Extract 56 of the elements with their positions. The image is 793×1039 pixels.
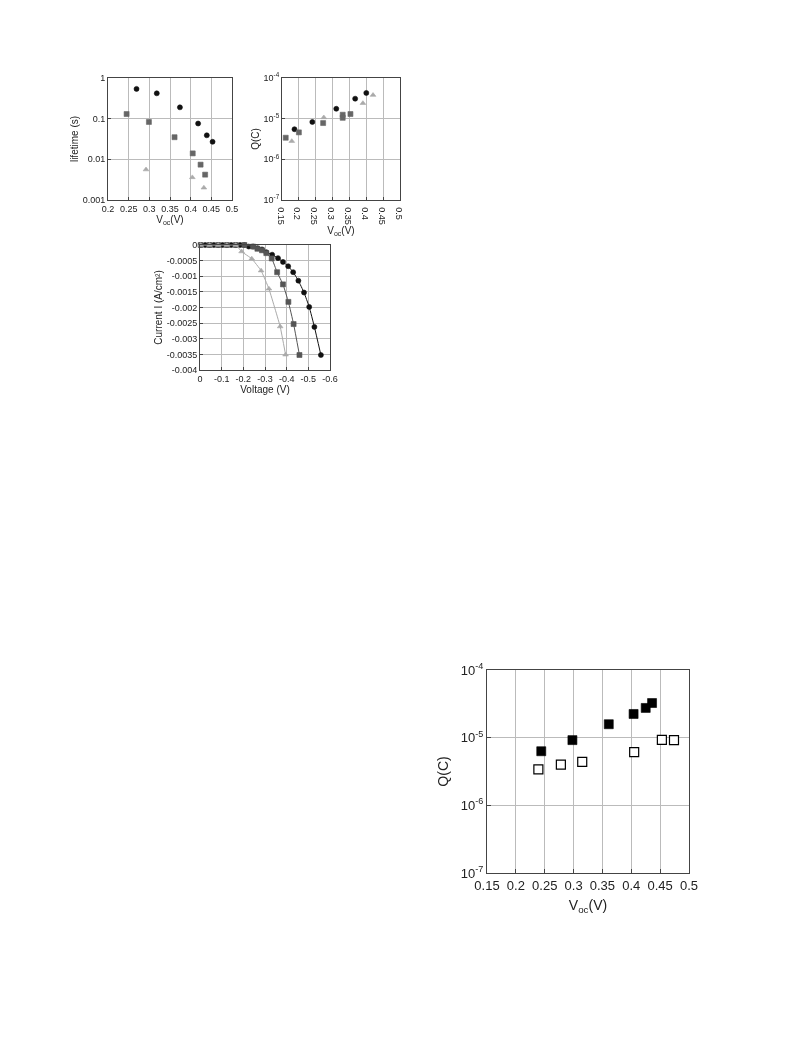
y-tick-label: 0.1 [92,113,106,124]
y-tick-label: 10$^{-6}$ [263,152,280,165]
x-tick-label: 0.3 [326,207,337,220]
x-axis-title: V$_{oc}$(V) [327,224,355,237]
y-tick-label: 10$^{-5}$ [263,112,280,124]
x-tick-label: 0.45 [647,877,673,893]
y-tick-label: -0.0035 [166,349,198,360]
x-tick-label: 0.25 [119,203,138,214]
y-axis-title: lifetime (s) [68,115,80,163]
y-axis-title: Q(C) [249,128,261,150]
y-tick-label: -0.001 [171,271,198,282]
x-tick-label: 0.35 [161,203,179,214]
y-axis-title: Current I (A/cm²) [152,270,164,345]
y-axis-title: Q(C) [435,756,452,787]
x-tick-label: -0.1 [213,373,230,384]
y-tick-label: -0.0005 [166,255,198,266]
x-tick-label: 0.15 [275,207,286,225]
x-axis-title: V$_{oc}$(V) [568,896,608,915]
x-tick-label: 0.45 [202,203,221,214]
x-tick-label: 0.3 [143,203,156,214]
y-tick-label: -0.0015 [166,287,198,298]
x-axis-title: Voltage (V) [240,383,290,395]
x-tick-label: 0.4 [359,207,370,220]
y-tick-label: 1 [100,73,106,84]
x-tick-label: 0.25 [532,877,558,893]
y-tick-label: 0.001 [82,195,106,206]
y-tick-label: 10$^{-4}$ [263,71,280,84]
y-tick-label: 0.01 [87,154,106,165]
x-tick-label: 0.2 [506,877,525,893]
x-tick-label: -0.6 [322,373,338,384]
x-tick-label: 0.5 [679,877,699,893]
x-tick-label: 0.2 [292,207,303,220]
y-tick-label: -0.003 [171,333,198,344]
x-tick-label: -0.2 [235,373,252,384]
x-tick-label: 0.5 [393,207,404,220]
x-tick-label: 0.4 [622,877,641,893]
y-tick-label: 0 [192,240,198,251]
x-tick-label: 0.45 [376,207,387,225]
x-tick-label: 0.35 [589,877,616,893]
x-tick-label: 0.5 [225,203,239,214]
y-tick-label: 10$^{-4}$ [460,661,484,678]
y-tick-label: -0.0025 [166,318,198,329]
x-tick-label: -0.4 [278,373,295,384]
x-tick-label: -0.5 [300,373,317,384]
x-tick-label: 0.35 [342,207,353,225]
y-tick-label: 10$^{-5}$ [460,728,484,746]
y-tick-label: 10$^{-6}$ [460,796,484,813]
x-tick-label: 0.4 [184,203,197,214]
y-tick-label: -0.004 [171,365,198,376]
y-tick-label: 10$^{-7}$ [263,193,280,206]
y-tick-label: -0.002 [171,302,198,313]
x-tick-label: 0.25 [309,207,320,225]
x-tick-label: -0.3 [257,373,273,384]
x-tick-label: 0.3 [564,877,583,893]
x-axis-title: V$_{oc}$(V) [156,213,184,226]
x-tick-label: 0.2 [101,203,115,214]
